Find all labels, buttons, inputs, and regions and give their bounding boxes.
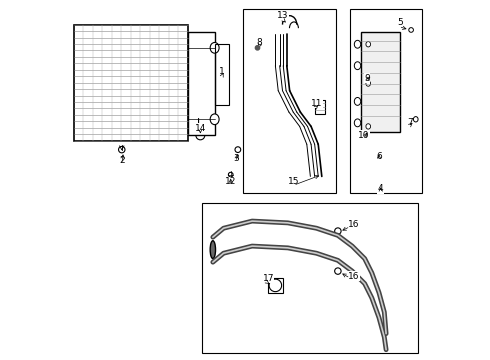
Ellipse shape [409,28,414,32]
Circle shape [255,46,260,50]
Text: 17: 17 [263,274,274,283]
Text: 14: 14 [195,124,206,133]
Text: 1: 1 [219,67,224,76]
Text: 12: 12 [225,177,236,186]
Ellipse shape [414,117,418,122]
Ellipse shape [335,268,341,274]
Text: 8: 8 [256,38,262,47]
Text: 10: 10 [358,131,369,140]
Ellipse shape [354,119,361,127]
Ellipse shape [210,241,216,258]
Text: 6: 6 [376,152,382,161]
Ellipse shape [335,228,341,234]
Text: 13: 13 [277,11,288,20]
Ellipse shape [366,81,370,86]
FancyBboxPatch shape [361,32,400,132]
Text: 4: 4 [378,184,384,193]
Ellipse shape [366,41,370,47]
Ellipse shape [210,114,219,125]
Ellipse shape [366,124,370,129]
Text: 5: 5 [397,18,403,27]
Text: 3: 3 [233,154,239,163]
Ellipse shape [354,62,361,69]
Text: 15: 15 [288,177,299,186]
Ellipse shape [354,98,361,105]
Text: 9: 9 [364,74,370,83]
Text: 7: 7 [407,118,413,127]
Text: 16: 16 [348,220,360,229]
Ellipse shape [354,40,361,48]
Ellipse shape [119,147,125,153]
Text: 16: 16 [348,272,360,281]
Text: 2: 2 [119,156,124,165]
Ellipse shape [235,147,241,153]
Ellipse shape [228,172,233,177]
Text: 11: 11 [311,99,322,108]
Ellipse shape [210,42,219,53]
